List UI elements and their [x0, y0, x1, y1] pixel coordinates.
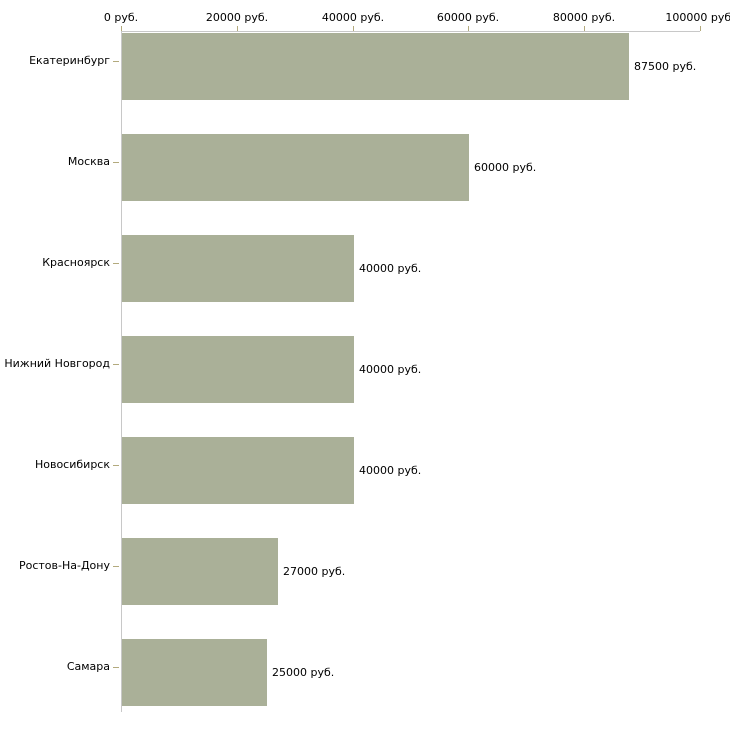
category-label: Москва	[67, 155, 110, 168]
bar	[122, 538, 278, 605]
bar	[122, 235, 354, 302]
category-tick-mark	[113, 566, 119, 567]
x-tick-label: 80000 руб.	[552, 11, 616, 24]
x-tick-mark	[237, 26, 238, 31]
value-label: 40000 руб.	[359, 464, 422, 477]
value-label: 40000 руб.	[359, 363, 422, 376]
bar	[122, 639, 267, 706]
bar	[122, 336, 354, 403]
x-tick-label: 20000 руб.	[205, 11, 269, 24]
category-label: Ростов-На-Дону	[18, 559, 110, 572]
x-tick-mark	[700, 26, 701, 31]
category-tick-mark	[113, 667, 119, 668]
value-label: 87500 руб.	[634, 60, 697, 73]
category-label: Красноярск	[42, 256, 110, 269]
value-label: 60000 руб.	[474, 161, 537, 174]
category-tick-mark	[113, 465, 119, 466]
x-tick-mark	[353, 26, 354, 31]
category-label: Новосибирск	[34, 458, 110, 471]
x-axis-line	[121, 31, 700, 32]
x-tick-label: 40000 руб.	[321, 11, 385, 24]
value-label: 27000 руб.	[283, 565, 346, 578]
category-tick-mark	[113, 263, 119, 264]
y-axis-line	[121, 31, 122, 712]
category-label: Екатеринбург	[29, 54, 110, 67]
value-label: 25000 руб.	[272, 666, 335, 679]
bar	[122, 33, 629, 100]
category-label: Нижний Новгород	[4, 357, 110, 370]
x-tick-mark	[468, 26, 469, 31]
bar	[122, 437, 354, 504]
x-tick-label: 100000 руб.	[665, 11, 730, 24]
category-tick-mark	[113, 61, 119, 62]
x-tick-mark	[584, 26, 585, 31]
category-tick-mark	[113, 364, 119, 365]
x-tick-label: 60000 руб.	[436, 11, 500, 24]
bar	[122, 134, 469, 201]
x-tick-mark	[121, 26, 122, 31]
value-label: 40000 руб.	[359, 262, 422, 275]
x-tick-label: 0 руб.	[103, 11, 139, 24]
category-label: Самара	[66, 660, 110, 673]
category-tick-mark	[113, 162, 119, 163]
